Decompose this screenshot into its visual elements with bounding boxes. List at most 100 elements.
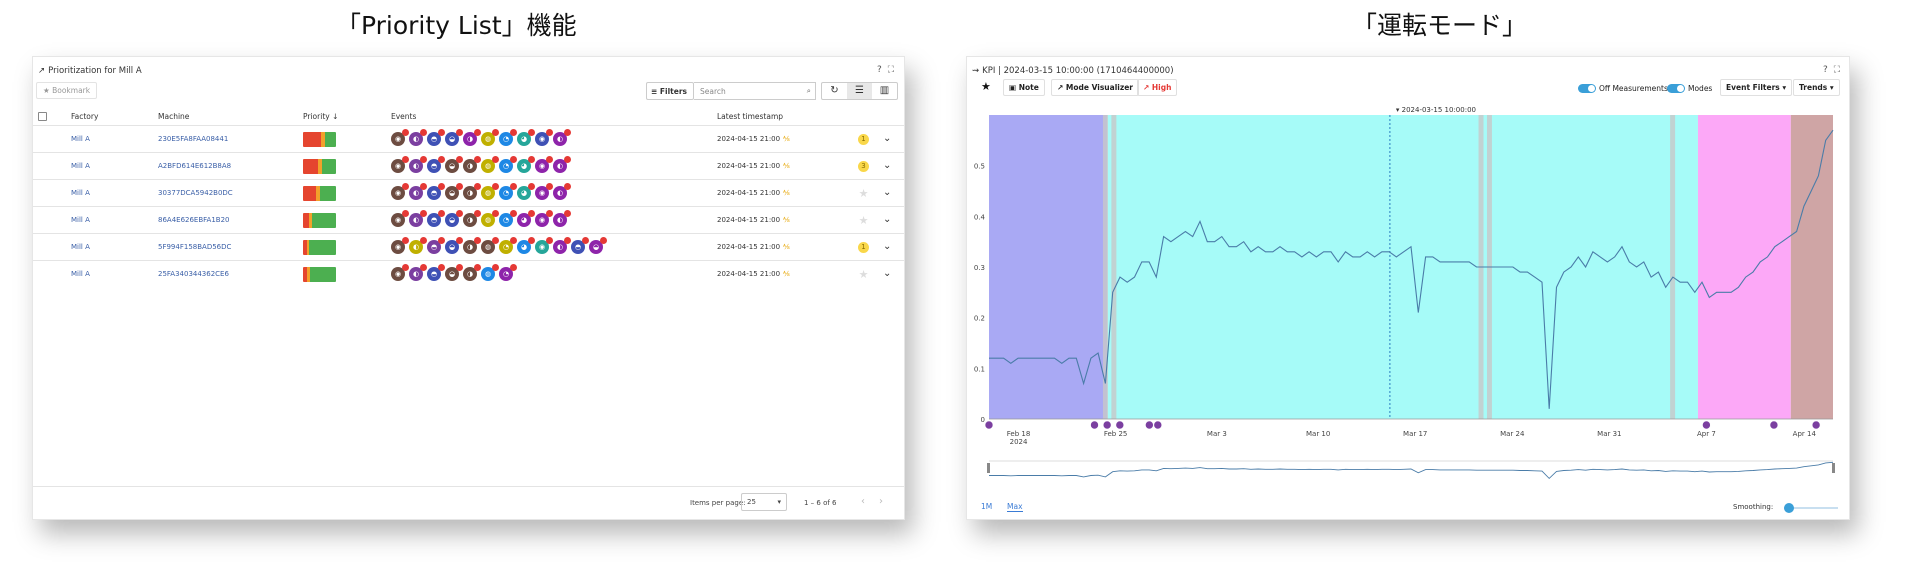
factory-link[interactable]: Mill A [71,243,90,251]
bookmark-star-icon[interactable]: ★ [858,214,869,227]
bookmark-star-icon[interactable]: ★ [858,268,869,281]
range-tab-max[interactable]: Max [1007,502,1023,512]
event-icon[interactable]: ◐ [553,129,571,146]
table-row[interactable]: Mill A 30377DCA5942B0DC ◉ ◐ ◓ ◒ ◑ ◍ ◔ ◕ ◉ ◐ 2024-04-… [33,179,904,206]
prev-page-icon[interactable]: ‹ [861,496,879,507]
table-row[interactable]: Mill A 5F994F158BAD56DC ◉ ◐ ◓ ◒ ◑ ◍ ◔ ◕ ◉ ◐ ◓ ◒ 2024-0… [33,233,904,260]
mode-visualizer-button[interactable]: ↗ Mode Visualizer [1051,79,1139,96]
event-icon[interactable]: ◉ [391,237,409,254]
event-icon[interactable]: ◕ [517,237,535,254]
factory-link[interactable]: Mill A [71,216,90,224]
refresh-icon[interactable]: ↻ [830,85,839,96]
machine-link[interactable]: 86A4E626EBFA1B20 [158,216,230,224]
event-icon[interactable]: ◒ [445,156,463,173]
event-icon[interactable]: ◒ [445,183,463,200]
event-icon[interactable]: ◔ [499,156,517,173]
chevron-down-icon[interactable]: ⌄ [883,214,892,225]
event-icon[interactable]: ◐ [553,156,571,173]
expand-icon[interactable]: ⛶ [1833,65,1841,75]
event-icon[interactable]: ◉ [535,129,553,146]
col-machine[interactable]: Machine [158,112,190,121]
event-icon[interactable]: ◐ [409,183,427,200]
range-tab-1m[interactable]: 1M [981,502,993,511]
event-icon[interactable]: ◉ [535,237,553,254]
items-per-page-select[interactable]: 25 ▾ [741,493,787,511]
table-row[interactable]: Mill A 230E5FA8FAA08441 ◉ ◐ ◓ ◒ ◑ ◍ ◔ ◕ ◉ ◐ 2024-04-… [33,125,904,152]
modes-toggle[interactable] [1667,84,1685,93]
event-icon[interactable]: ◐ [409,264,427,281]
event-icon[interactable]: ◔ [499,210,517,227]
event-filters-button[interactable]: Event Filters ▾ [1720,79,1793,96]
event-icon[interactable]: ◐ [553,237,571,254]
event-icon[interactable]: ◓ [427,210,445,227]
event-icon[interactable]: ◒ [445,237,463,254]
event-icon[interactable]: ◕ [517,210,535,227]
event-icon[interactable]: ◓ [571,237,589,254]
machine-link[interactable]: 5F994F158BAD56DC [158,243,232,251]
event-icon[interactable]: ◑ [463,237,481,254]
chevron-down-icon[interactable]: ⌄ [883,133,892,144]
factory-link[interactable]: Mill A [71,135,90,143]
search-input[interactable]: Search ⌕ [694,82,816,100]
event-icon[interactable]: ◉ [535,210,553,227]
event-icon[interactable]: ◔ [499,264,517,281]
event-icon[interactable]: ◉ [535,156,553,173]
event-icon[interactable]: ◐ [553,210,571,227]
chevron-down-icon[interactable]: ⌄ [883,187,892,198]
chevron-down-icon[interactable]: ⌄ [883,160,892,171]
next-page-icon[interactable]: › [879,496,897,507]
event-icon[interactable]: ◔ [499,237,517,254]
event-icon[interactable]: ◓ [427,264,445,281]
machine-link[interactable]: 230E5FA8FAA08441 [158,135,229,143]
event-icon[interactable]: ◑ [463,183,481,200]
off-measurements-toggle[interactable] [1578,84,1596,93]
event-icon[interactable]: ◐ [409,237,427,254]
col-priority[interactable]: Priority ↓ [303,112,339,121]
event-icon[interactable]: ◍ [481,129,499,146]
event-icon[interactable]: ◒ [445,210,463,227]
bookmark-count-badge[interactable]: 1 [858,242,869,253]
table-row[interactable]: Mill A 86A4E626EBFA1B20 ◉ ◐ ◓ ◒ ◑ ◍ ◔ ◕ ◉ ◐ 2024-04-… [33,206,904,233]
event-icon[interactable]: ◓ [427,237,445,254]
table-row[interactable]: Mill A A2BFD614E612B8A8 ◉ ◐ ◓ ◒ ◑ ◍ ◔ ◕ ◉ ◐ 2024-04-… [33,152,904,179]
note-button[interactable]: ▣ Note [1003,79,1045,96]
favorite-star-icon[interactable]: ★ [981,80,991,93]
factory-link[interactable]: Mill A [71,162,90,170]
event-icon[interactable]: ◓ [427,183,445,200]
event-icon[interactable]: ◔ [499,183,517,200]
list-view-icon[interactable]: ☰ [847,83,872,99]
event-icon[interactable]: ◑ [463,210,481,227]
event-icon[interactable]: ◑ [463,156,481,173]
event-icon[interactable]: ◉ [391,129,409,146]
event-icon[interactable]: ◑ [463,264,481,281]
event-icon[interactable]: ◍ [481,264,499,281]
bookmark-count-badge[interactable]: 1 [858,134,869,145]
event-icon[interactable]: ◉ [391,210,409,227]
event-icon[interactable]: ◐ [409,156,427,173]
event-icon[interactable]: ◓ [427,129,445,146]
event-icon[interactable]: ◓ [427,156,445,173]
bookmark-count-badge[interactable]: 3 [858,161,869,172]
machine-link[interactable]: A2BFD614E612B8A8 [158,162,232,170]
bookmark-button[interactable]: ★ Bookmark [36,82,98,99]
event-icon[interactable]: ◉ [391,156,409,173]
event-icon[interactable]: ◐ [409,210,427,227]
event-icon[interactable]: ◉ [391,264,409,281]
event-icon[interactable]: ◕ [517,183,535,200]
col-timestamp[interactable]: Latest timestamp [717,112,784,121]
select-all-checkbox[interactable] [38,112,47,121]
help-icon[interactable]: ? [1823,65,1828,75]
event-icon[interactable]: ◒ [445,264,463,281]
event-icon[interactable]: ◕ [517,129,535,146]
chevron-down-icon[interactable]: ⌄ [883,241,892,252]
event-icon[interactable]: ◐ [409,129,427,146]
chevron-down-icon[interactable]: ⌄ [883,268,892,279]
event-icon[interactable]: ◒ [445,129,463,146]
slider-knob[interactable] [1784,503,1794,513]
table-row[interactable]: Mill A 25FA340344362CE6 ◉ ◐ ◓ ◒ ◑ ◍ ◔ 2024-04-15 … [33,260,904,287]
factory-link[interactable]: Mill A [71,270,90,278]
col-factory[interactable]: Factory [71,112,99,121]
event-icon[interactable]: ◐ [553,183,571,200]
smoothing-slider[interactable] [1784,503,1838,513]
